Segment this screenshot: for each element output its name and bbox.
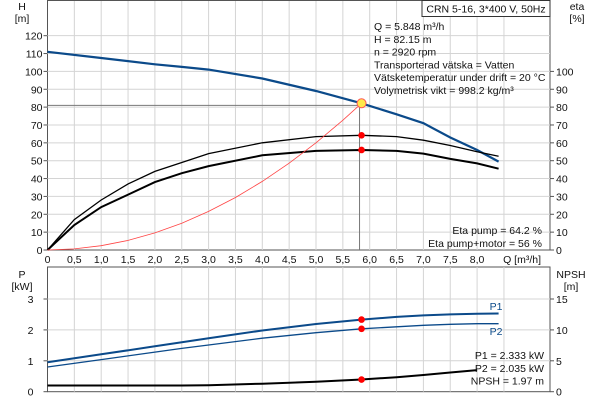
y2-axis-label: eta bbox=[570, 1, 585, 13]
y2-tick-label: 10 bbox=[556, 325, 568, 337]
y2-tick-label: 0 bbox=[556, 245, 562, 257]
power-info-line: NPSH = 1.97 m bbox=[471, 376, 544, 388]
y2-tick-label: 90 bbox=[556, 84, 568, 96]
eta-info-line: Eta pump+motor = 56 % bbox=[428, 238, 542, 250]
x-tick-label: 1,5 bbox=[121, 254, 136, 266]
x-tick-label: 4,5 bbox=[282, 254, 297, 266]
x-tick-label: 6,5 bbox=[389, 254, 404, 266]
p2-label: P2 bbox=[490, 326, 503, 338]
y2-tick-label: 20 bbox=[556, 209, 568, 221]
x-tick-label: 0 bbox=[45, 254, 51, 266]
y2-tick-label: 40 bbox=[556, 174, 568, 186]
eta-pump-curve bbox=[47, 134, 499, 251]
npsh-curve bbox=[47, 369, 478, 387]
p1-marker bbox=[358, 316, 365, 323]
y-tick-label: 70 bbox=[31, 120, 43, 132]
eta-info-line: Eta pump = 64.2 % bbox=[452, 225, 542, 237]
x-tick-label: 5,0 bbox=[309, 254, 324, 266]
x-tick-label: 3,0 bbox=[201, 254, 216, 266]
duty-point-marker bbox=[356, 98, 367, 109]
duty-info-line: Vätsketemperatur under drift = 20 °C bbox=[374, 72, 546, 84]
y-tick-label: 3 bbox=[28, 294, 34, 306]
npsh-marker bbox=[358, 376, 365, 383]
x-tick-label: 6,0 bbox=[362, 254, 377, 266]
y-axis-label: P bbox=[18, 269, 25, 281]
duty-info-line: Transporterad vätska = Vatten bbox=[374, 59, 515, 71]
y2-tick-label: 50 bbox=[556, 156, 568, 168]
x-tick-label: 2,5 bbox=[174, 254, 189, 266]
y-axis-label: H bbox=[18, 1, 26, 13]
system-curve bbox=[47, 103, 362, 251]
p2-curve bbox=[47, 323, 499, 368]
head-curve bbox=[47, 50, 500, 163]
y2-tick-label: 60 bbox=[556, 138, 568, 150]
x-tick-label: 3,5 bbox=[228, 254, 243, 266]
y-tick-label: 0 bbox=[37, 245, 43, 257]
eta-total-curve bbox=[46, 148, 499, 251]
title-box bbox=[421, 0, 551, 17]
y2-tick-label: 30 bbox=[556, 191, 568, 203]
x-tick-label: 0,5 bbox=[67, 254, 82, 266]
y2-axis-label: NPSH bbox=[556, 269, 585, 281]
y2-tick-label: 0 bbox=[556, 387, 562, 399]
x-tick-label: 8,0 bbox=[470, 254, 485, 266]
y2-tick-label: 10 bbox=[556, 227, 568, 239]
y-tick-label: 40 bbox=[31, 174, 43, 186]
power-info-line: P2 = 2.035 kW bbox=[475, 363, 544, 375]
y-axis-unit: [m] bbox=[15, 13, 30, 25]
duty-info-line: H = 82.15 m bbox=[374, 34, 432, 46]
y-tick-label: 20 bbox=[31, 209, 43, 221]
y2-tick-label: 15 bbox=[556, 294, 568, 306]
y-tick-label: 1 bbox=[28, 356, 34, 368]
p1-curve bbox=[47, 312, 499, 364]
y-tick-label: 10 bbox=[31, 227, 43, 239]
y-tick-label: 0 bbox=[28, 387, 34, 399]
y2-tick-label: 80 bbox=[556, 102, 568, 114]
y2-axis-unit: [m] bbox=[564, 281, 579, 293]
y2-tick-label: 5 bbox=[556, 356, 562, 368]
y-tick-label: 2 bbox=[28, 325, 34, 337]
duty-info-line: n = 2920 rpm bbox=[374, 47, 436, 59]
y-tick-label: 110 bbox=[26, 49, 43, 61]
y2-tick-label: 100 bbox=[556, 66, 574, 78]
y-axis-unit: [kW] bbox=[12, 281, 33, 293]
x-tick-label: 5,5 bbox=[336, 254, 351, 266]
x-tick-label: 4,0 bbox=[255, 254, 270, 266]
y-tick-label: 120 bbox=[25, 31, 43, 43]
y2-axis-unit: [%] bbox=[569, 13, 584, 25]
y-tick-label: 60 bbox=[31, 138, 43, 150]
duty-info-line: Volymetrisk vikt = 998.2 kg/m³ bbox=[374, 85, 514, 97]
eta-pump-marker bbox=[358, 132, 365, 139]
y-tick-label: 90 bbox=[31, 84, 43, 96]
p1-label: P1 bbox=[490, 301, 503, 313]
x-tick-label: 2,0 bbox=[148, 254, 163, 266]
chart-title: CRN 5-16, 3*400 V, 50Hz bbox=[426, 4, 545, 16]
y-tick-label: 80 bbox=[31, 102, 43, 114]
x-tick-label: 7,5 bbox=[443, 254, 458, 266]
duty-info-line: Q = 5.848 m³/h bbox=[374, 21, 444, 33]
x-axis-label: Q [m³/h] bbox=[503, 254, 541, 266]
x-tick-label: 1,0 bbox=[94, 254, 109, 266]
y-tick-label: 30 bbox=[31, 191, 43, 203]
x-tick-label: 7,0 bbox=[416, 254, 431, 266]
y-tick-label: 50 bbox=[31, 156, 43, 168]
p2-marker bbox=[358, 325, 365, 333]
power-info-line: P1 = 2.333 kW bbox=[475, 350, 544, 362]
y2-tick-label: 70 bbox=[556, 120, 568, 132]
eta-total-marker bbox=[358, 146, 365, 154]
y-tick-label: 100 bbox=[25, 66, 43, 78]
